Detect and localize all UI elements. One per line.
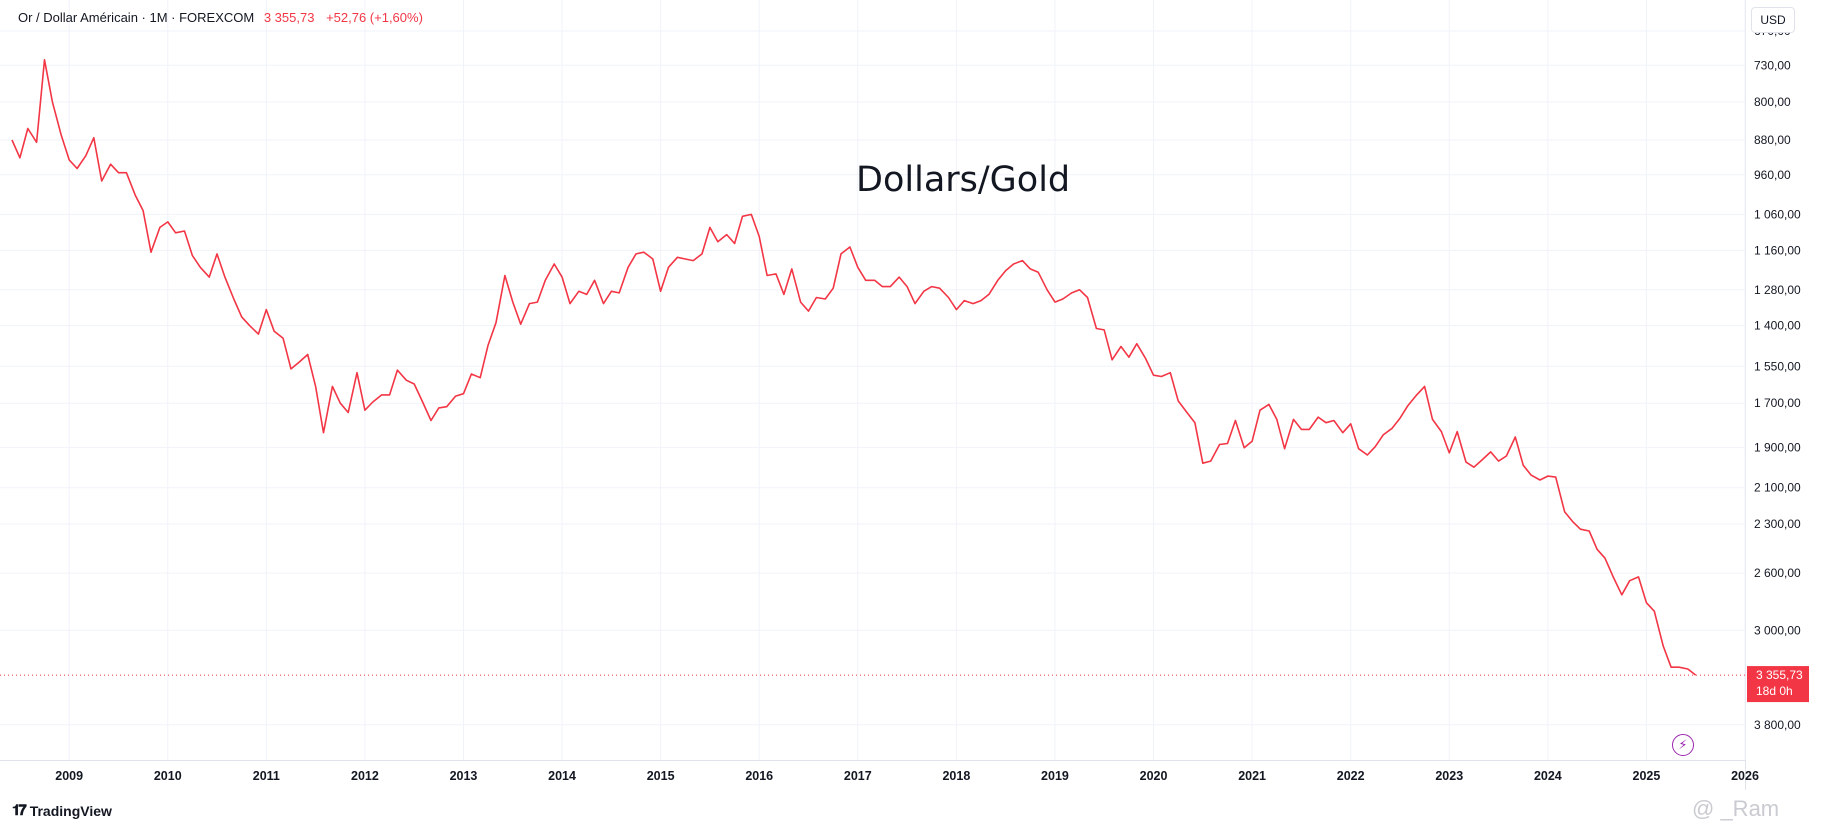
legend-price: 3 355,73 xyxy=(263,10,315,25)
lightning-icon[interactable]: ⚡ xyxy=(1672,734,1694,756)
x-tick-label: 2016 xyxy=(745,769,773,783)
y-tick-label: 3 800,00 xyxy=(1754,718,1801,732)
x-tick-label: 2017 xyxy=(844,769,872,783)
y-tick-label: 880,00 xyxy=(1754,133,1791,147)
chart-annotation[interactable]: Dollars/Gold xyxy=(856,160,1071,200)
y-tick-label: 1 700,00 xyxy=(1754,396,1801,410)
y-tick-label: 800,00 xyxy=(1754,95,1791,109)
x-tick-label: 2019 xyxy=(1041,769,1069,783)
y-tick-label: 1 400,00 xyxy=(1754,319,1801,333)
y-tick-label: 3 000,00 xyxy=(1754,623,1801,637)
last-price-layer: 3 355,73 18d 0h xyxy=(0,666,1809,703)
watermark-text: @ _Ram xyxy=(1692,796,1780,821)
price-line xyxy=(11,59,1697,676)
last-price-badge xyxy=(1747,666,1809,703)
tradingview-mark-icon: 𝟏𝟕 xyxy=(12,802,27,819)
x-tick-label: 2013 xyxy=(450,769,478,783)
countdown-label: 18d 0h xyxy=(1756,684,1793,698)
x-tick-label: 2020 xyxy=(1140,769,1168,783)
x-tick-label: 2024 xyxy=(1534,769,1562,783)
x-tick-label: 2015 xyxy=(647,769,675,783)
y-tick-label: 960,00 xyxy=(1754,168,1791,182)
line-layer xyxy=(11,59,1697,676)
currency-button[interactable]: USD xyxy=(1751,7,1795,33)
y-tick-label: 1 900,00 xyxy=(1754,441,1801,455)
x-tick-label: 2018 xyxy=(942,769,970,783)
y-tick-label: 2 100,00 xyxy=(1754,481,1801,495)
x-tick-label: 2022 xyxy=(1337,769,1365,783)
author-watermark: @ _Ram xyxy=(1692,796,1779,822)
y-tick-label: 730,00 xyxy=(1754,58,1791,72)
logo-text: TradingView xyxy=(29,802,112,819)
x-tick-label: 2010 xyxy=(154,769,182,783)
x-tick-label: 2009 xyxy=(55,769,83,783)
price-axis[interactable] xyxy=(1746,0,1824,790)
x-tick-label: 2026 xyxy=(1731,769,1759,783)
x-tick-label: 2011 xyxy=(253,769,280,783)
x-tick-label: 2023 xyxy=(1435,769,1463,783)
y-tick-label: 2 300,00 xyxy=(1754,517,1801,531)
last-price-label: 3 355,73 xyxy=(1756,668,1803,682)
x-tick-label: 2014 xyxy=(548,769,576,783)
tradingview-logo[interactable]: 𝟏𝟕 TradingView xyxy=(12,802,112,819)
y-tick-label: 1 550,00 xyxy=(1754,359,1801,373)
y-tick-label: 2 600,00 xyxy=(1754,566,1801,580)
time-axis[interactable] xyxy=(0,760,1746,790)
x-tick-label: 2025 xyxy=(1633,769,1661,783)
legend-change: +52,76 (+1,60%) xyxy=(326,10,423,25)
y-tick-label: 1 060,00 xyxy=(1754,207,1801,221)
x-tick-label: 2021 xyxy=(1238,769,1266,783)
y-tick-label: 1 160,00 xyxy=(1754,243,1801,257)
y-tick-label: 1 280,00 xyxy=(1754,283,1801,297)
symbol-title[interactable]: Or / Dollar Américain · 1M · FOREXCOM xyxy=(18,10,255,25)
grid-layer xyxy=(0,0,1746,760)
footer xyxy=(0,790,1824,831)
symbol-legend[interactable]: Or / Dollar Américain · 1M · FOREXCOM 3 … xyxy=(18,10,423,25)
x-tick-label: 2012 xyxy=(351,769,379,783)
x-tick-layer: 2009 2010 2011 2012 2013 2014 2015 2016 2017 2018… xyxy=(55,769,1759,783)
